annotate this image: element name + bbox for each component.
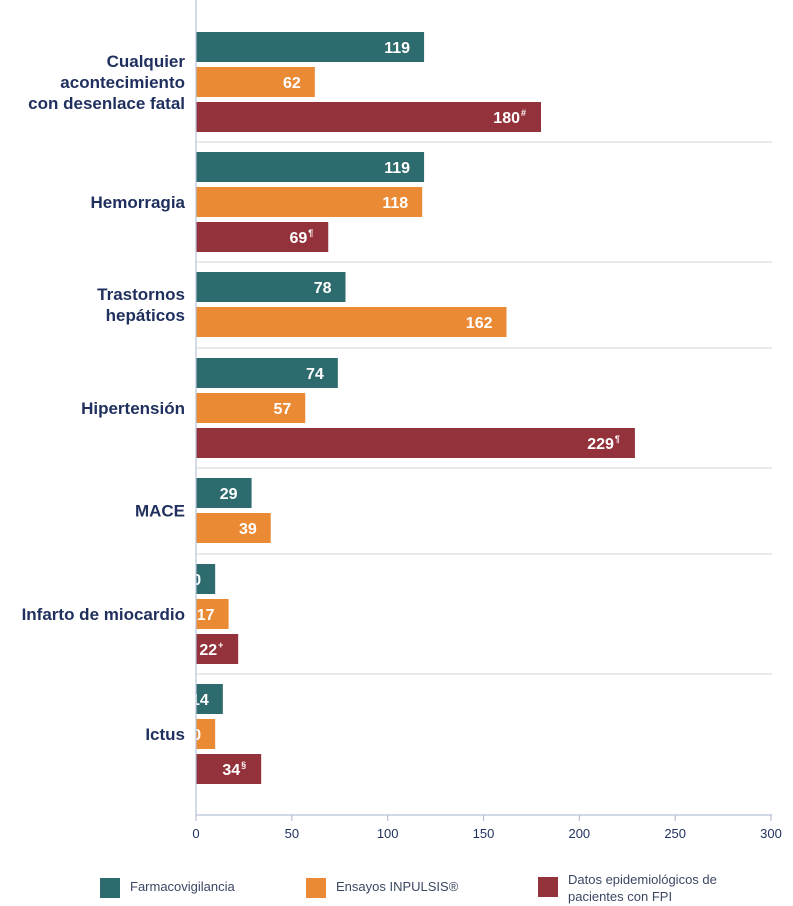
bar-value-label: 74 [306,366,324,383]
bar-2-5 [196,634,239,664]
x-tick-label: 50 [285,826,299,841]
bar-value-label: 162 [466,315,493,332]
category-label: Hemorragia [91,193,186,212]
category-label: Cualquier [107,52,186,71]
category-label: Ictus [145,725,185,744]
bar-value-label: 39 [239,521,257,538]
bar-2-1 [196,222,329,252]
bar-value-label: 119 [384,160,410,177]
bar-0-3 [196,358,338,388]
bar-0-6 [196,684,223,714]
bar-value-label: 229 [587,436,614,453]
bar-footnote-mark: # [521,108,526,118]
bar-1-0 [196,67,315,97]
bar-0-0 [196,32,425,62]
chart-legend: Farmacovigilancia Ensayos INPULSIS® Dato… [0,868,793,906]
legend-swatch [538,877,558,897]
x-tick-label: 100 [377,826,399,841]
bar-footnote-mark: ¶ [615,434,620,444]
legend-swatch [306,878,326,898]
x-tick-label: 300 [760,826,782,841]
x-tick-label: 150 [473,826,495,841]
x-tick-label: 250 [664,826,686,841]
bar-1-6 [196,719,216,749]
legend-label: Datos epidemiológicos de pacientes con F… [568,872,717,904]
legend-item-farmacovigilancia: Farmacovigilancia [100,878,235,898]
bar-footnote-mark: § [241,760,246,770]
x-tick-label: 200 [568,826,590,841]
bar-value-label: 62 [283,75,301,92]
bar-0-2 [196,272,346,302]
bar-value-label: 180 [493,110,520,127]
bar-1-4 [196,513,271,543]
legend-item-datos-epidemiologicos: Datos epidemiológicos de pacientes con F… [538,871,738,905]
bar-1-2 [196,307,507,337]
bar-footnote-mark: ¶ [308,228,313,238]
bar-value-label: 10 [183,572,201,589]
bar-chart: 119 62 180 # Cualquier acontecimiento con dese… [22,0,782,841]
category-label: hepáticos [106,306,185,325]
bar-1-5 [196,599,229,629]
bar-value-label: 119 [384,40,410,57]
category-label: MACE [135,502,185,521]
legend-swatch [100,878,120,898]
bar-value-label: 29 [220,486,238,503]
legend-label: Ensayos INPULSIS® [336,879,459,894]
legend-item-ensayos-inpulsis: Ensayos INPULSIS® [306,878,458,898]
category-label: acontecimiento [60,73,185,92]
bar-2-3 [196,428,635,458]
bar-value-label: 34 [222,762,240,779]
bar-value-label: 78 [314,280,332,297]
bar-2-6 [196,754,262,784]
category-label: Trastornos [97,285,185,304]
bar-1-3 [196,393,306,423]
x-tick-label: 0 [192,826,199,841]
bar-0-5 [196,564,216,594]
bar-footnote-mark: + [218,640,223,650]
bar-value-label: 17 [197,607,215,624]
bar-value-label: 118 [382,195,408,212]
bar-value-label: 22 [199,642,217,659]
legend-label: Farmacovigilancia [130,879,235,894]
category-label: Hipertensión [81,399,185,418]
bar-value-label: 57 [273,401,291,418]
category-label: Infarto de miocardio [22,605,185,624]
category-label: con desenlace fatal [28,94,185,113]
bar-2-0 [196,102,541,132]
bar-value-label: 14 [191,692,209,709]
bar-1-1 [196,187,423,217]
bar-value-label: 69 [289,230,307,247]
bar-0-1 [196,152,425,182]
bar-value-label: 10 [183,727,201,744]
bar-0-4 [196,478,252,508]
